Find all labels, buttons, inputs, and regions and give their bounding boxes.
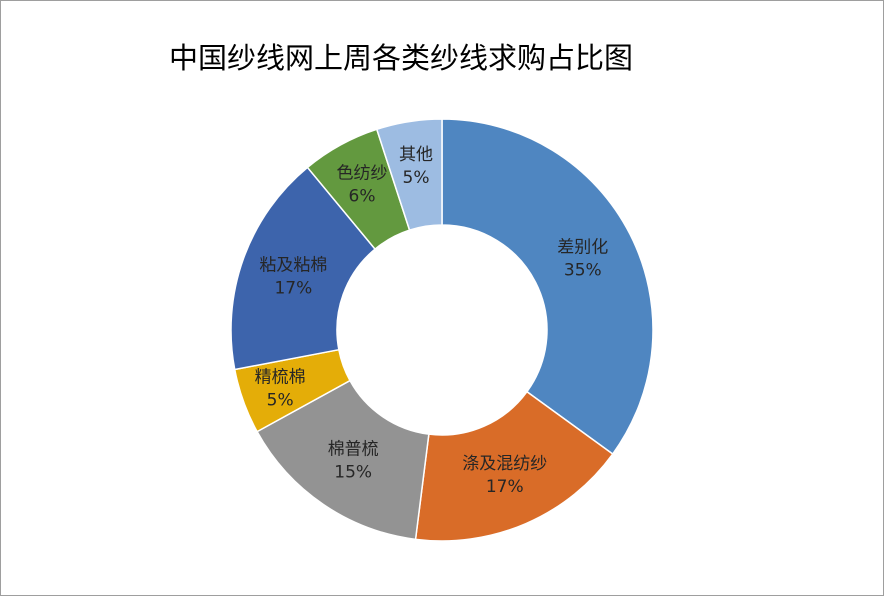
slice-label-5: 色纺纱 6% <box>337 164 388 207</box>
chart-title: 中国纱线网上周各类纱线求购占比图 <box>168 41 633 75</box>
slice-6 <box>375 118 443 232</box>
slice-2 <box>256 379 430 541</box>
slice-label-1: 涤及混纺纱 17% <box>462 454 547 497</box>
slice-label-0: 差别化 35% <box>557 237 608 280</box>
slice-4 <box>230 166 377 371</box>
slice-0 <box>441 118 654 456</box>
slice-label-4: 粘及粘棉 17% <box>259 255 327 298</box>
slice-label-2: 棉普梳 15% <box>328 440 379 483</box>
slice-label-3: 精梳棉 5% <box>255 367 306 410</box>
slice-1 <box>414 390 614 542</box>
slice-label-6: 其他 5% <box>399 145 433 188</box>
